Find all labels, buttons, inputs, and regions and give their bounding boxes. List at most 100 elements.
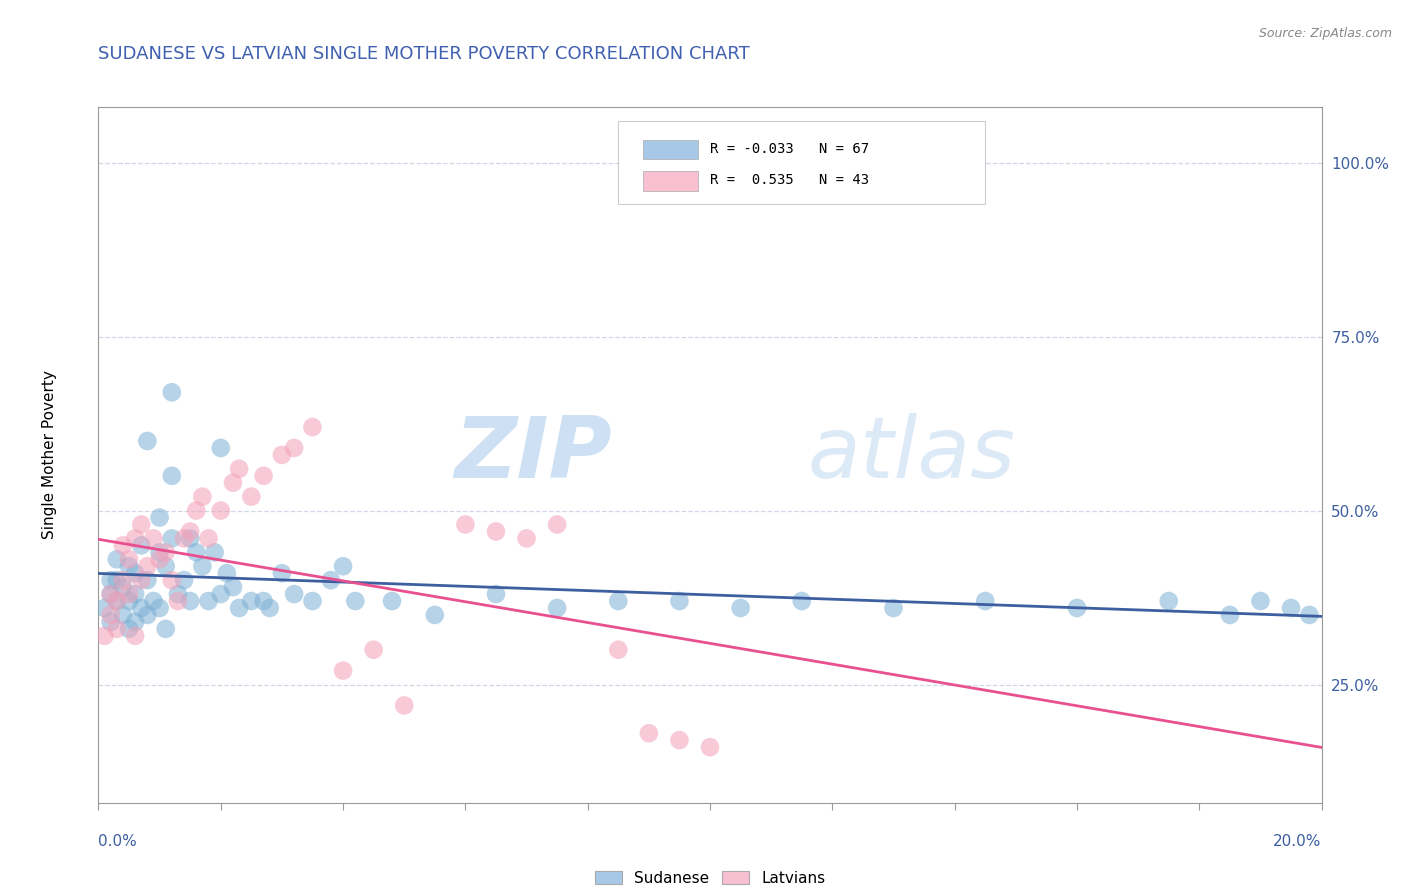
Point: [270, 566, 292, 581]
Text: 0.0%: 0.0%: [98, 834, 138, 849]
Point: [240, 594, 263, 608]
Point: [191, 490, 214, 504]
Point: [607, 642, 630, 657]
Text: ZIP: ZIP: [454, 413, 612, 497]
Point: [319, 573, 342, 587]
Point: [252, 594, 274, 608]
Point: [191, 559, 214, 574]
Point: [100, 587, 122, 601]
Point: [179, 594, 201, 608]
Point: [105, 552, 128, 566]
Point: [155, 545, 177, 559]
Point: [546, 601, 568, 615]
Point: [883, 601, 905, 615]
Bar: [643, 140, 697, 159]
Point: [228, 601, 250, 615]
Point: [1157, 594, 1180, 608]
Point: [129, 517, 152, 532]
Point: [111, 607, 134, 622]
Point: [149, 552, 172, 566]
Point: [105, 622, 128, 636]
Point: [118, 594, 141, 608]
Point: [197, 532, 219, 546]
Point: [485, 524, 508, 539]
Point: [124, 566, 146, 581]
Point: [699, 740, 721, 755]
Point: [124, 629, 146, 643]
Point: [105, 594, 128, 608]
Point: [301, 420, 323, 434]
Point: [381, 594, 404, 608]
Point: [124, 615, 146, 629]
Point: [100, 607, 122, 622]
Point: [149, 601, 172, 615]
Point: [259, 601, 281, 615]
Point: [179, 532, 201, 546]
Point: [332, 664, 354, 678]
Point: [215, 566, 238, 581]
Point: [111, 538, 134, 552]
Point: [136, 573, 159, 587]
Point: [301, 594, 323, 608]
Point: [485, 587, 508, 601]
Text: SUDANESE VS LATVIAN SINGLE MOTHER POVERTY CORRELATION CHART: SUDANESE VS LATVIAN SINGLE MOTHER POVERT…: [98, 45, 751, 62]
Point: [136, 559, 159, 574]
Point: [204, 545, 226, 559]
Point: [228, 462, 250, 476]
Point: [209, 503, 232, 517]
Point: [1249, 594, 1271, 608]
Point: [179, 524, 201, 539]
Point: [155, 559, 177, 574]
Point: [105, 594, 128, 608]
Point: [283, 587, 305, 601]
Point: [124, 587, 146, 601]
Point: [160, 385, 183, 400]
Point: [790, 594, 813, 608]
Point: [93, 601, 115, 615]
Point: [136, 607, 159, 622]
Point: [209, 587, 232, 601]
Point: [111, 580, 134, 594]
Point: [142, 532, 165, 546]
Point: [160, 573, 183, 587]
Point: [100, 573, 122, 587]
Point: [454, 517, 477, 532]
Point: [100, 615, 122, 629]
Point: [118, 552, 141, 566]
Point: [160, 532, 183, 546]
Point: [167, 587, 190, 601]
Point: [93, 629, 115, 643]
Point: [129, 573, 152, 587]
Point: [730, 601, 752, 615]
Point: [1279, 601, 1302, 615]
Point: [1219, 607, 1241, 622]
Point: [118, 559, 141, 574]
Point: [129, 601, 152, 615]
Point: [167, 594, 190, 608]
Point: [142, 594, 165, 608]
Point: [136, 434, 159, 448]
Point: [516, 532, 538, 546]
Text: Single Mother Poverty: Single Mother Poverty: [42, 370, 58, 540]
Point: [974, 594, 997, 608]
Point: [1066, 601, 1088, 615]
Point: [607, 594, 630, 608]
Point: [186, 503, 208, 517]
Point: [173, 532, 195, 546]
Point: [222, 580, 245, 594]
Text: Source: ZipAtlas.com: Source: ZipAtlas.com: [1258, 27, 1392, 40]
Point: [149, 510, 172, 524]
Point: [173, 573, 195, 587]
Point: [197, 594, 219, 608]
Text: 20.0%: 20.0%: [1274, 834, 1322, 849]
Point: [111, 573, 134, 587]
Bar: [643, 171, 697, 191]
Point: [186, 545, 208, 559]
Legend: Sudanese, Latvians: Sudanese, Latvians: [595, 871, 825, 886]
Text: R = -0.033   N = 67: R = -0.033 N = 67: [710, 142, 869, 156]
Point: [252, 468, 274, 483]
Point: [129, 538, 152, 552]
Point: [392, 698, 416, 713]
Point: [118, 622, 141, 636]
Point: [363, 642, 385, 657]
